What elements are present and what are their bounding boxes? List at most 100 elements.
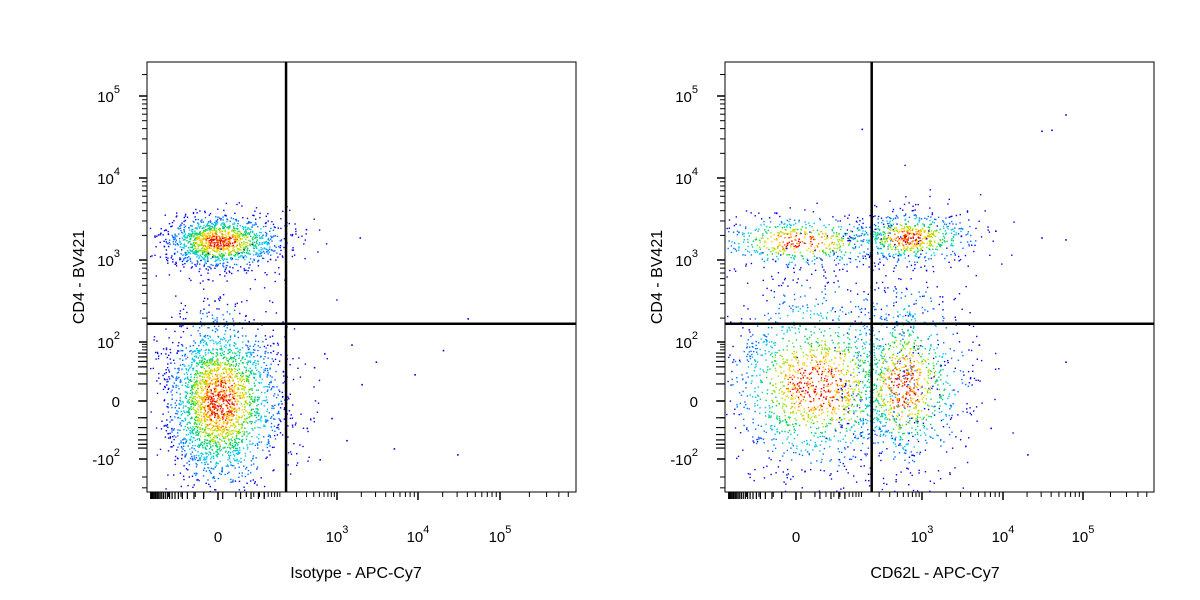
data-point [783,244,786,246]
data-point [271,240,273,242]
data-point [251,388,253,390]
data-point [258,398,260,400]
data-point [278,403,280,405]
data-point [824,251,827,254]
data-point [222,225,224,228]
data-point [283,246,285,249]
data-point [193,418,196,420]
data-point [196,260,198,262]
data-point [234,444,236,446]
data-point [181,249,183,251]
data-point [336,299,338,301]
data-point [253,224,256,226]
data-point [266,456,268,458]
data-point [187,368,190,371]
data-point [204,381,206,383]
data-point [176,449,178,451]
data-point [239,372,241,374]
data-point [203,469,205,471]
data-point [249,345,251,347]
data-point [201,219,203,221]
data-point [242,396,245,398]
data-point [213,421,216,424]
data-point [154,351,157,354]
data-point [247,228,249,230]
data-point [203,368,205,370]
data-point [216,236,218,238]
data-point [243,431,246,433]
data-point [201,389,203,392]
data-point [169,416,172,418]
data-point [207,337,209,340]
data-point [199,225,202,228]
data-point [880,248,883,250]
data-point [241,235,244,237]
data-point [182,407,184,409]
data-point [271,405,273,407]
data-point [252,231,254,234]
data-point [232,387,234,389]
data-point [919,244,922,246]
data-point [213,229,215,231]
data-point [220,405,222,407]
data-point [840,239,842,242]
data-point [197,387,199,389]
data-point [283,375,285,377]
data-point [264,415,266,417]
data-point [265,396,268,398]
data-point [255,416,258,419]
data-point [804,232,807,234]
data-point [992,240,994,242]
data-point [229,399,231,401]
data-point [169,436,171,438]
data-point [172,261,174,263]
data-point [221,379,224,382]
data-point [227,341,229,344]
data-point [181,454,183,456]
data-point [852,238,854,241]
data-point [185,411,188,413]
data-point [241,255,243,257]
data-point [195,237,197,239]
data-point [915,233,917,235]
data-point [209,243,212,245]
data-point [914,214,917,216]
data-point [213,250,216,252]
data-point [208,349,211,352]
data-point [865,257,867,260]
data-point [204,230,207,233]
data-point [962,228,964,230]
data-point [209,372,211,375]
data-point [287,396,289,398]
data-point [904,223,906,225]
data-point [190,246,192,249]
data-point [798,221,800,223]
data-point [252,401,254,403]
data-point [207,411,209,413]
data-point [199,263,201,265]
data-point [209,244,212,247]
data-point [190,380,192,382]
data-point [948,261,950,263]
data-point [229,406,231,408]
data-point [252,349,255,351]
data-point [216,380,218,382]
data-point [208,359,210,361]
data-point [185,439,187,441]
data-point [207,401,209,403]
data-point [199,444,201,446]
data-point [209,236,211,238]
data-point [955,232,957,234]
data-point [179,423,181,426]
data-point [183,243,186,245]
data-point [255,223,257,225]
data-point [180,230,182,232]
data-point [204,388,206,390]
data-point [210,419,212,421]
data-point [209,407,211,410]
data-point [839,256,842,258]
data-point [181,222,183,224]
data-point [232,218,235,220]
data-point [239,352,241,354]
data-point [204,418,206,420]
